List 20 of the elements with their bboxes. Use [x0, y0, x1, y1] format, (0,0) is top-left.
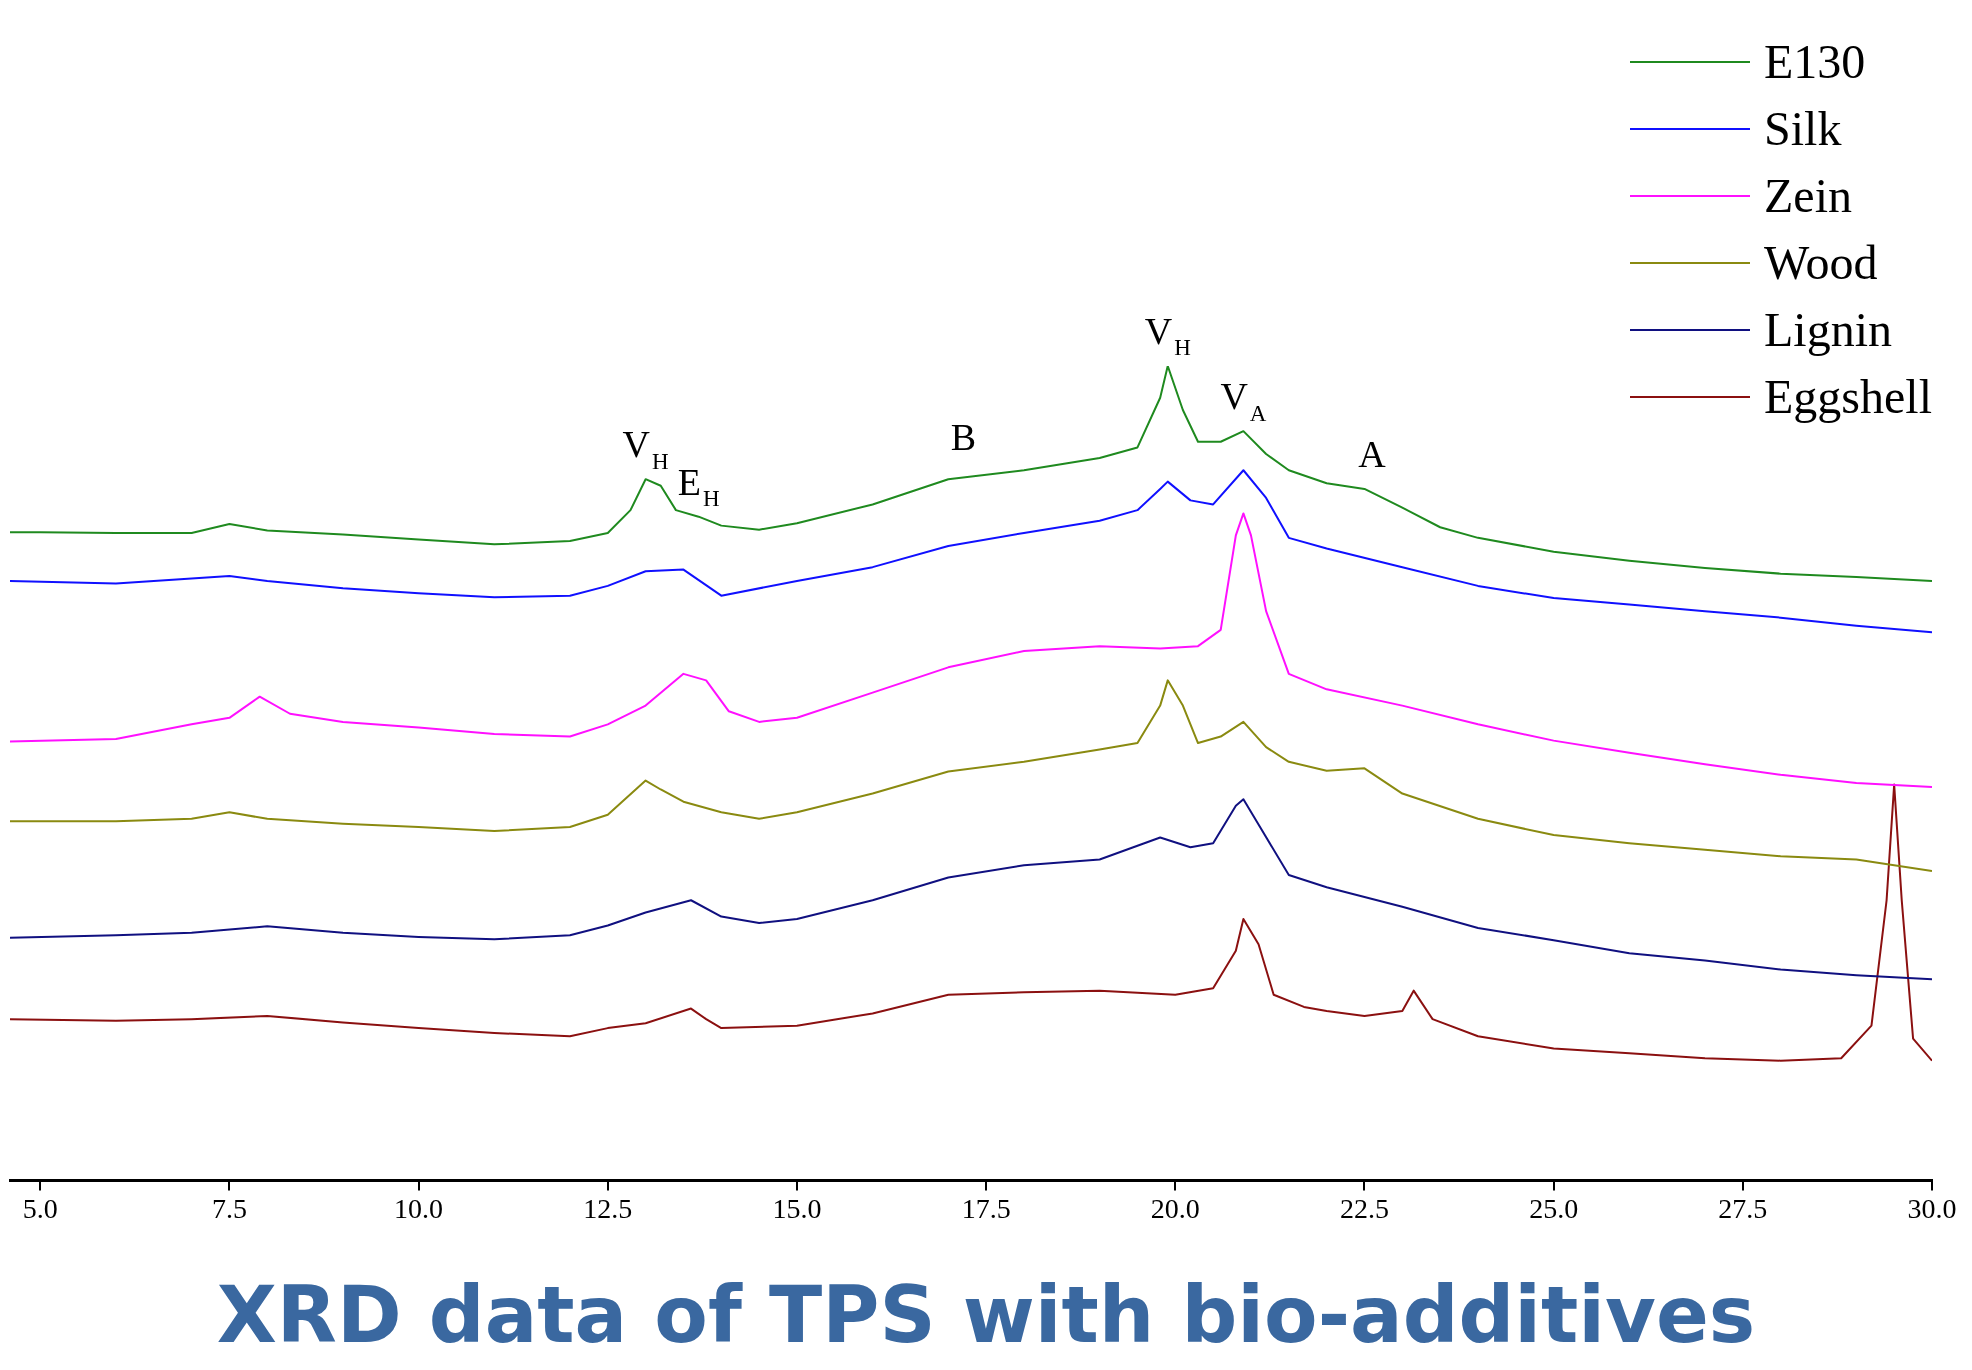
- text: XRD data of TPS with bio-additives: [215, 1270, 1757, 1360]
- legend-label: Silk: [1764, 101, 1842, 156]
- legend-label: Wood: [1764, 235, 1878, 290]
- legend-label: Zein: [1764, 168, 1852, 223]
- x-tick-label: 12.5: [583, 1192, 633, 1224]
- x-tick-label: 20.0: [1150, 1192, 1200, 1224]
- x-tick-label: 15.0: [772, 1192, 822, 1224]
- annotation: A: [1358, 432, 1387, 475]
- annotation: B: [950, 415, 977, 458]
- legend-label: Eggshell: [1764, 369, 1932, 424]
- x-tick-label: 27.5: [1718, 1192, 1768, 1224]
- x-tick-label: 17.5: [961, 1192, 1011, 1224]
- legend-label: E130: [1764, 34, 1866, 89]
- x-tick-label: 30.0: [1907, 1192, 1957, 1224]
- x-tick-label: 5.0: [22, 1192, 58, 1224]
- legend-label: Lignin: [1764, 302, 1893, 357]
- x-tick-label: 22.5: [1339, 1192, 1389, 1224]
- x-tick-label: 10.0: [394, 1192, 444, 1224]
- x-tick-label: 7.5: [211, 1192, 247, 1224]
- x-tick-label: 25.0: [1529, 1192, 1579, 1224]
